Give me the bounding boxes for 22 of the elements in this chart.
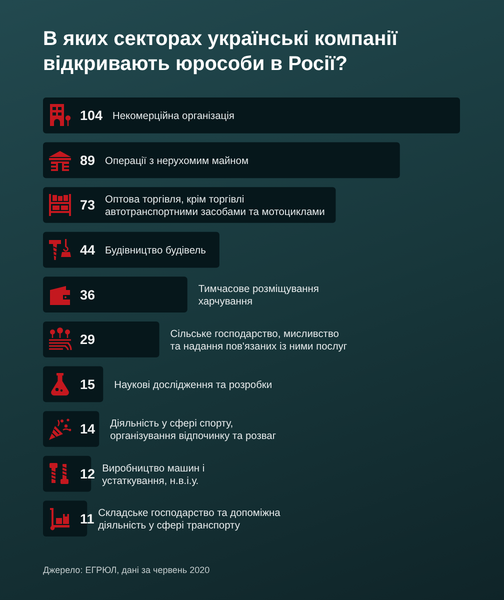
y-tick-label: Діяльність у сфері спорту, організування відпочинку та розваг [110, 418, 276, 442]
y-tick-label: Виробництво машин і устаткування, н.в.і.у. [102, 463, 205, 487]
data-label: 15 [80, 376, 96, 392]
y-tick-label: Сільське господарство, мисливство та надання пов'язаних із ними послуг [170, 328, 348, 352]
data-label: 89 [80, 152, 96, 168]
data-label: 44 [80, 242, 96, 258]
data-label: 12 [80, 466, 96, 482]
y-tick-label: Некомерційна організація [112, 111, 234, 122]
data-label: 11 [80, 511, 95, 526]
data-label: 14 [80, 422, 96, 437]
y-tick-label: Операції з нерухомим майном [105, 156, 248, 168]
y-tick-label: Наукові дослідження та розробки [114, 380, 272, 392]
y-tick-label: Тимчасове розміщування харчування [198, 284, 319, 308]
chart-title: В яких секторах українські компанії відкривають юрособи в Росії? [43, 27, 399, 77]
y-tick-label: Оптова торгівля, крім торгівлі автотранспортними засобами та мотоциклами [105, 194, 325, 218]
y-tick-label: Складське господарство та допоміжна діяльність у сфері транспорту [98, 508, 281, 532]
data-label: 73 [80, 198, 96, 213]
y-tick-label: Будівництво будівель [105, 246, 206, 257]
data-label: 104 [80, 108, 104, 124]
text: Джерело: ЕГРЮЛ, дані за червень 2020 [43, 565, 210, 575]
data-label: 29 [80, 332, 96, 348]
data-label: 36 [80, 287, 96, 302]
